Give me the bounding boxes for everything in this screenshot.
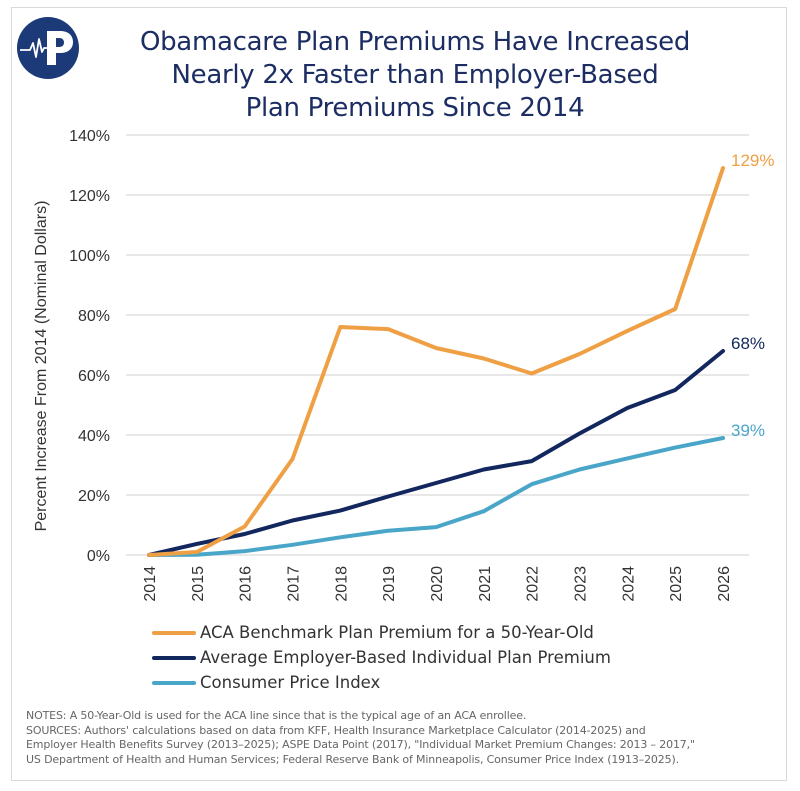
end-label-cpi: 39% bbox=[731, 421, 765, 440]
x-tick-label: 2022 bbox=[525, 566, 542, 602]
sources-line: SOURCES: Authors' calculations based on … bbox=[26, 723, 646, 737]
legend-item-employer: Average Employer-Based Individual Plan P… bbox=[152, 645, 611, 670]
y-tick-label: 80% bbox=[78, 308, 110, 325]
y-tick-label: 60% bbox=[78, 368, 110, 385]
heartbeat-p-logo-icon bbox=[17, 17, 79, 79]
legend-label-aca: ACA Benchmark Plan Premium for a 50-Year… bbox=[200, 623, 594, 642]
title-line-3: Plan Premiums Since 2014 bbox=[245, 93, 585, 123]
y-tick-label: 40% bbox=[78, 428, 110, 445]
x-tick-label: 2023 bbox=[573, 566, 590, 602]
x-tick-label: 2014 bbox=[142, 566, 159, 602]
x-axis-ticks: 2014 2015 2016 2017 2018 2019 2020 2021 2022 2023… bbox=[142, 566, 733, 602]
legend-item-aca: ACA Benchmark Plan Premium for a 50-Year… bbox=[152, 620, 611, 645]
y-tick-label: 100% bbox=[69, 248, 110, 265]
x-tick-label: 2024 bbox=[620, 566, 637, 602]
y-axis-label: Percent Increase From 2014 (Nominal Doll… bbox=[33, 201, 50, 532]
series-line-employer bbox=[147, 349, 725, 557]
chart-card bbox=[11, 7, 787, 781]
end-label-employer: 68% bbox=[731, 334, 765, 353]
y-tick-label: 120% bbox=[69, 188, 110, 205]
sources-line: Employer Health Benefits Survey (2013–20… bbox=[26, 738, 695, 751]
series-lines bbox=[147, 166, 725, 557]
x-tick-label: 2025 bbox=[668, 566, 685, 602]
x-tick-label: 2021 bbox=[477, 566, 494, 602]
legend-swatch-aca bbox=[152, 630, 196, 635]
legend-label-cpi: Consumer Price Index bbox=[200, 673, 381, 692]
x-tick-label: 2016 bbox=[238, 566, 255, 602]
legend-swatch-employer bbox=[152, 655, 196, 660]
x-tick-label: 2018 bbox=[333, 566, 350, 602]
title-line-2: Nearly 2x Faster than Employer-Based bbox=[171, 60, 659, 90]
title-line-1: Obamacare Plan Premiums Have Increased bbox=[139, 27, 691, 57]
end-label-aca: 129% bbox=[731, 151, 774, 170]
notes-line: NOTES: A 50-Year-Old is used for the ACA… bbox=[26, 709, 527, 722]
x-tick-label: 2020 bbox=[429, 566, 446, 602]
legend-label-employer: Average Employer-Based Individual Plan P… bbox=[200, 648, 611, 667]
legend-swatch-cpi bbox=[152, 680, 196, 685]
notes-sources: NOTES: A 50-Year-Old is used for the ACA… bbox=[26, 709, 786, 767]
legend-item-cpi: Consumer Price Index bbox=[152, 670, 611, 695]
legend: ACA Benchmark Plan Premium for a 50-Year… bbox=[152, 620, 611, 695]
y-tick-label: 20% bbox=[78, 488, 110, 505]
gridlines bbox=[126, 134, 749, 556]
end-labels: 39% 68% 129% bbox=[731, 151, 774, 440]
y-tick-label: 0% bbox=[87, 548, 110, 565]
x-tick-label: 2019 bbox=[381, 566, 398, 602]
chart-title: Obamacare Plan Premiums Have Increased N… bbox=[95, 26, 735, 125]
sources-line: US Department of Health and Human Servic… bbox=[26, 752, 679, 766]
y-tick-label: 140% bbox=[69, 128, 110, 145]
x-tick-label: 2026 bbox=[716, 566, 733, 602]
series-line-aca bbox=[147, 166, 725, 557]
x-tick-label: 2015 bbox=[190, 566, 207, 602]
x-tick-label: 2017 bbox=[286, 566, 303, 602]
y-axis-ticks: 0% 20% 40% 60% 80% 100% 120% 140% bbox=[69, 128, 110, 565]
